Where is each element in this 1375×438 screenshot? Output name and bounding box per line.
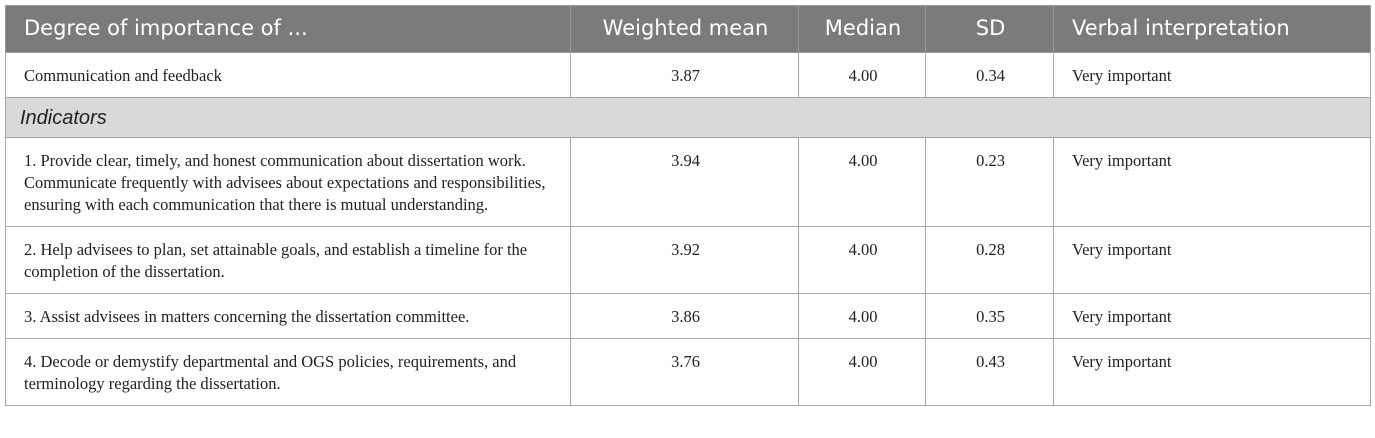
cell: 0.28 [925,226,1054,294]
table-row: 1. Provide clear, timely, and honest com… [5,137,1371,227]
cell: 0.43 [925,338,1054,406]
row-label: 4. Decode or demystify departmental and … [5,338,571,406]
cell: 3.94 [570,137,799,227]
cell: 0.23 [925,137,1054,227]
cell: 3.86 [570,293,799,339]
cell: Very important [1053,226,1371,294]
row-label: 2. Help advisees to plan, set attainable… [5,226,571,294]
cell: 3.87 [570,52,799,98]
cell: 4.00 [798,226,926,294]
cell: 0.34 [925,52,1054,98]
header-cell: SD [925,5,1054,53]
row-label: Communication and feedback [5,52,571,98]
cell: 4.00 [798,52,926,98]
row-label: 1. Provide clear, timely, and honest com… [5,137,571,227]
data-table: Degree of importance of ... Weighted mean… [5,5,1371,406]
cell: 4.00 [798,338,926,406]
section-row: Indicators [5,97,1371,138]
table-row: 3. Assist advisees in matters concerning… [5,293,1371,339]
header-cell: Verbal interpretation [1053,5,1371,53]
table-row: Communication and feedback 3.87 4.00 0.34 Ve… [5,52,1371,98]
cell: Very important [1053,293,1371,339]
cell: 0.35 [925,293,1054,339]
table-row: 4. Decode or demystify departmental and … [5,338,1371,406]
header-cell: Weighted mean [570,5,799,53]
cell: Very important [1053,338,1371,406]
cell: 3.92 [570,226,799,294]
table-row: 2. Help advisees to plan, set attainable… [5,226,1371,294]
table-body: Communication and feedback 3.87 4.00 0.34 Ve… [5,52,1371,406]
cell: 3.76 [570,338,799,406]
cell: 4.00 [798,137,926,227]
cell: Very important [1053,137,1371,227]
header-cell: Median [798,5,926,53]
header-row: Degree of importance of ... Weighted mean… [5,5,1371,53]
cell: Very important [1053,52,1371,98]
section-label: Indicators [5,97,1371,138]
header-cell: Degree of importance of ... [5,5,571,53]
cell: 4.00 [798,293,926,339]
row-label: 3. Assist advisees in matters concerning… [5,293,571,339]
